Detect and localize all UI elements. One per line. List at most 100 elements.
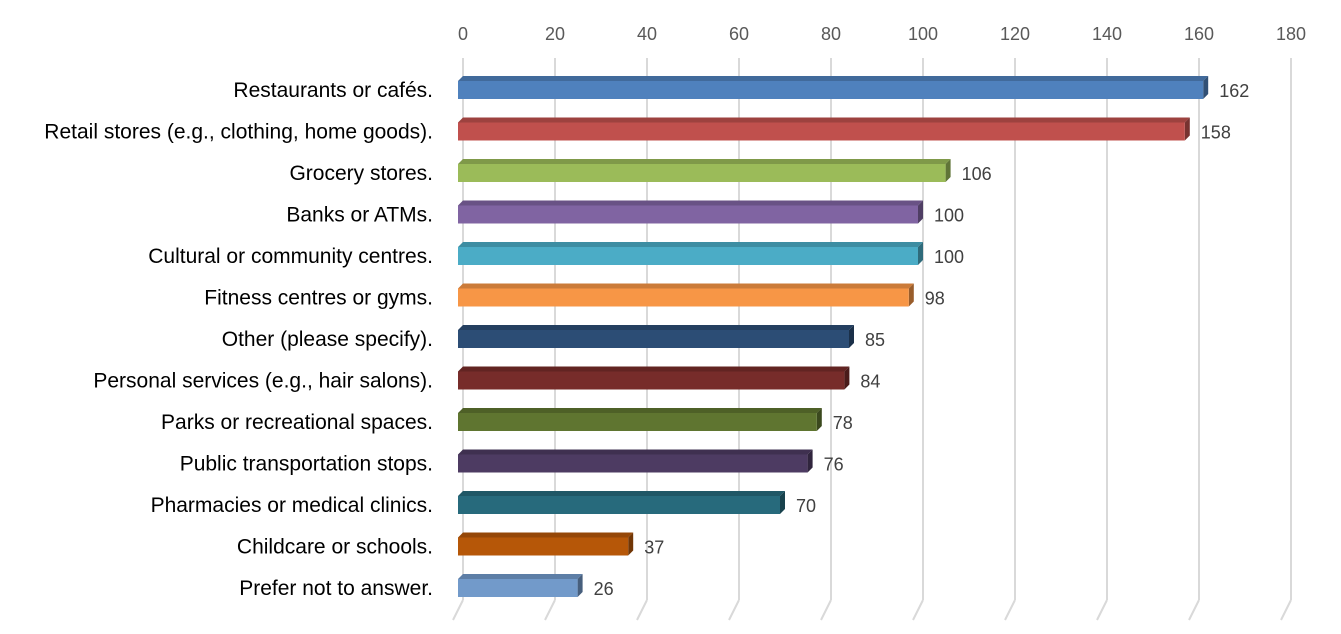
- x-axis-tick-labels: 0 20 40 60 80 100 120 140 160 180: [458, 24, 1306, 44]
- bar-front-face: [458, 371, 845, 390]
- x-tick-label: 60: [729, 24, 749, 44]
- bar-top-face: [458, 200, 923, 206]
- x-tick-label: 80: [821, 24, 841, 44]
- bar-top-face: [458, 574, 583, 579]
- data-label: 98: [925, 289, 945, 309]
- gridline-floor-120: [1004, 599, 1016, 621]
- bar-top-face: [458, 76, 1209, 81]
- bar-front-face: [458, 288, 909, 307]
- bar-front-face: [458, 413, 817, 431]
- data-label: 37: [644, 538, 664, 558]
- data-label: 106: [962, 164, 992, 184]
- gridline-floor-60: [728, 599, 740, 621]
- data-label: 26: [594, 579, 614, 599]
- x-tick-label: 40: [637, 24, 657, 44]
- bar-side-face: [945, 159, 951, 182]
- category-label: Retail stores (e.g., clothing, home good…: [44, 121, 433, 144]
- data-label: 162: [1219, 81, 1249, 101]
- bar-side-face: [577, 574, 583, 597]
- category-labels: Restaurants or cafés. Retail stores (e.g.…: [44, 79, 433, 600]
- bar-2: [458, 117, 1190, 141]
- category-label: Childcare or schools.: [237, 536, 433, 559]
- category-label: Parks or recreational spaces.: [161, 411, 433, 434]
- bar-side-face: [807, 449, 813, 473]
- bar-8: [458, 366, 850, 390]
- x-tick-label: 160: [1184, 24, 1214, 44]
- category-label: Fitness centres or gyms.: [204, 287, 433, 310]
- x-tick-label: 20: [545, 24, 565, 44]
- bar-top-face: [458, 159, 951, 164]
- gridline-floor-20: [544, 599, 556, 621]
- bar-side-face: [918, 200, 923, 224]
- bar-3: [458, 159, 951, 182]
- bar-13: [458, 574, 583, 597]
- category-label: Prefer not to answer.: [239, 577, 433, 600]
- data-labels: 162 158 106 100 100 98 85 84 78 76 70 37 26: [594, 81, 1250, 599]
- bar-7: [458, 325, 854, 348]
- data-label: 78: [833, 413, 853, 433]
- gridline-floor-40: [636, 599, 648, 621]
- gridline-floor-0: [452, 599, 464, 621]
- bar-9: [458, 408, 822, 431]
- category-label: Other (please specify).: [222, 328, 433, 351]
- bar-front-face: [458, 496, 780, 514]
- bar-side-face: [1184, 117, 1190, 141]
- bar-top-face: [458, 491, 785, 496]
- gridline-floor-80: [820, 599, 832, 621]
- gridline-floor-160: [1188, 599, 1200, 621]
- data-label: 85: [865, 330, 885, 350]
- bar-front-face: [458, 122, 1185, 141]
- bar-front-face: [458, 205, 918, 224]
- bar-side-face: [918, 242, 923, 265]
- bar-front-face: [458, 164, 946, 182]
- data-label: 70: [796, 496, 816, 516]
- category-label: Restaurants or cafés.: [233, 79, 433, 102]
- category-label: Grocery stores.: [289, 162, 433, 185]
- x-tick-label: 120: [1000, 24, 1030, 44]
- data-label: 100: [934, 206, 964, 226]
- data-label: 100: [934, 247, 964, 267]
- bar-top-face: [458, 325, 854, 330]
- bar-front-face: [458, 537, 629, 556]
- category-label: Public transportation stops.: [180, 453, 433, 476]
- bar-top-face: [458, 408, 822, 413]
- gridline-floor-100: [912, 599, 924, 621]
- bar-top-face: [458, 532, 634, 538]
- x-tick-label: 140: [1092, 24, 1122, 44]
- bar-6: [458, 283, 914, 307]
- category-label: Cultural or community centres.: [148, 245, 433, 268]
- bar-top-face: [458, 242, 923, 247]
- bar-side-face: [816, 408, 822, 431]
- x-tick-label: 180: [1276, 24, 1306, 44]
- bars: [458, 76, 1209, 597]
- gridline-floor-180: [1280, 599, 1292, 621]
- bar-front-face: [458, 330, 849, 348]
- bar-4: [458, 200, 923, 224]
- gridline-floor-140: [1096, 599, 1108, 621]
- data-label: 158: [1201, 123, 1231, 143]
- bar-side-face: [844, 366, 850, 390]
- data-label: 84: [860, 372, 880, 392]
- bar-top-face: [458, 449, 813, 455]
- bar-top-face: [458, 283, 914, 289]
- bar-10: [458, 449, 813, 473]
- category-label: Banks or ATMs.: [286, 204, 433, 227]
- bar-side-face: [628, 532, 634, 556]
- bar-top-face: [458, 117, 1190, 123]
- x-tick-label: 0: [458, 24, 468, 44]
- bar-front-face: [458, 81, 1204, 99]
- bar-front-face: [458, 454, 808, 473]
- bar-12: [458, 532, 634, 556]
- category-label: Pharmacies or medical clinics.: [151, 494, 433, 517]
- category-label: Personal services (e.g., hair salons).: [93, 370, 433, 393]
- x-tick-label: 100: [908, 24, 938, 44]
- bar-11: [458, 491, 785, 514]
- bar-side-face: [908, 283, 914, 307]
- bar-front-face: [458, 247, 918, 265]
- data-label: 76: [824, 455, 844, 475]
- bar-1: [458, 76, 1209, 99]
- bar-side-face: [849, 325, 854, 348]
- bar-side-face: [1203, 76, 1209, 99]
